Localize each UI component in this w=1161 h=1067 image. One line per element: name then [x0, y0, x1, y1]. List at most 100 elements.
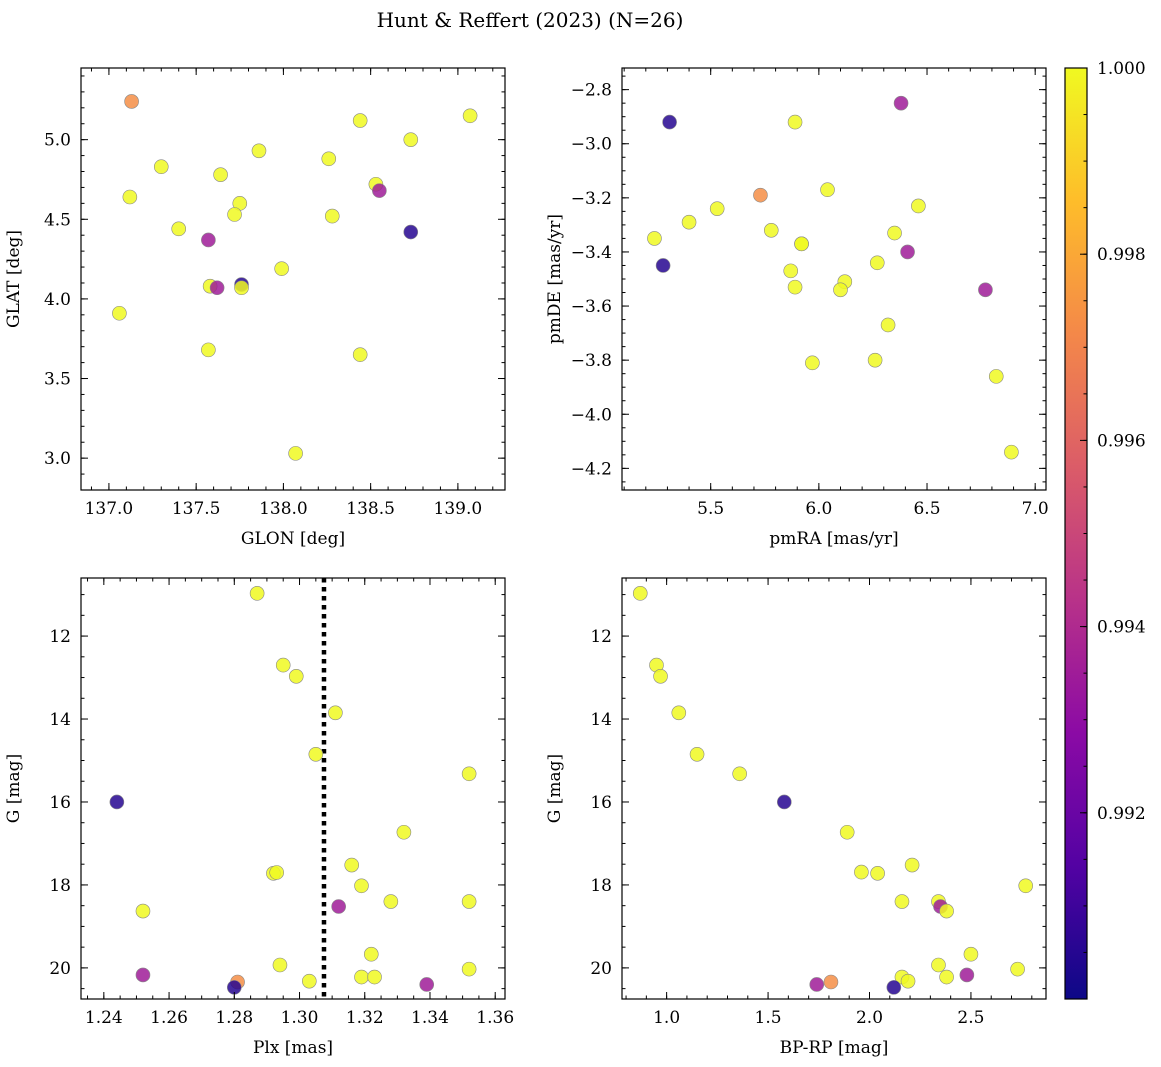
x-tick-label: 139.0 — [434, 499, 483, 519]
data-point — [302, 973, 317, 989]
data-point — [344, 857, 360, 873]
x-axis-label: pmRA [mas/yr] — [769, 529, 898, 549]
axes-frame — [621, 577, 1047, 1000]
data-point — [122, 189, 138, 205]
data-point — [209, 280, 225, 296]
x-tick-label: 1.24 — [85, 1008, 123, 1028]
y-tick-label: −3.2 — [571, 189, 612, 209]
x-axis-label: Plx [mas] — [253, 1038, 333, 1058]
data-point — [201, 232, 216, 248]
data-point — [213, 167, 228, 182]
data-point — [632, 586, 648, 601]
data-point — [978, 282, 993, 298]
data-point — [1010, 961, 1025, 977]
data-point — [939, 969, 954, 985]
data-point — [959, 967, 975, 983]
data-point — [372, 183, 387, 198]
y-tick-label: 3.5 — [44, 370, 71, 390]
x-tick-label: 1.30 — [281, 1008, 319, 1028]
y-tick-label: 5.0 — [44, 131, 71, 151]
data-point — [794, 236, 809, 252]
y-tick-label: 4.5 — [44, 210, 71, 230]
y-axis-label: G [mag] — [4, 754, 24, 823]
data-point — [171, 221, 187, 237]
y-tick-label: −3.6 — [571, 297, 612, 317]
data-point — [153, 159, 169, 175]
x-tick-label: 137.5 — [172, 499, 221, 519]
figure-title: Hunt & Reffert (2023) (N=26) — [377, 8, 684, 32]
x-tick-label: 137.0 — [85, 499, 134, 519]
y-tick-label: 18 — [590, 876, 612, 896]
panel-glon-glat: 137.0 137.5 138.0 138.5 139.0 3.0 3.5 4.0 4.5 5.0… — [4, 67, 506, 549]
panel-plx-g: 1.24 1.26 1.28 1.30 1.32 1.34 1.36 12 14 16 18 20 Pl… — [4, 577, 514, 1058]
x-tick-label: 6.0 — [805, 499, 832, 519]
data-point — [886, 980, 902, 995]
x-tick-label: 6.5 — [913, 499, 940, 519]
x-axis-label: GLON [deg] — [241, 529, 345, 549]
y-tick-label: −2.8 — [571, 81, 612, 101]
data-point — [963, 946, 979, 962]
data-point — [939, 903, 954, 919]
data-point — [671, 705, 687, 721]
data-point — [931, 957, 946, 973]
data-point — [308, 746, 324, 762]
y-tick-label: 14 — [49, 710, 71, 730]
data-point — [249, 586, 265, 601]
data-point — [461, 766, 477, 782]
data-point — [324, 208, 340, 224]
y-tick-label: 3.0 — [44, 449, 71, 469]
data-point — [274, 261, 289, 276]
data-point — [681, 214, 697, 230]
data-point — [396, 824, 412, 840]
data-point — [809, 977, 825, 992]
data-point — [328, 705, 343, 721]
x-tick-label: 1.36 — [476, 1008, 514, 1028]
data-point — [112, 305, 127, 321]
data-point — [854, 864, 869, 880]
data-point — [367, 969, 382, 985]
data-point — [820, 182, 835, 198]
x-tick-label: 1.5 — [755, 1008, 782, 1028]
data-point — [783, 263, 799, 279]
data-point — [689, 746, 705, 762]
y-tick-label: −3.4 — [571, 243, 612, 263]
data-point — [1004, 444, 1019, 460]
x-tick-label: 138.0 — [259, 499, 308, 519]
data-point — [461, 961, 477, 977]
data-point — [988, 369, 1004, 384]
data-point — [1018, 878, 1034, 894]
data-point — [893, 95, 909, 111]
data-point — [461, 894, 477, 909]
axes-frame — [80, 67, 506, 491]
y-tick-label: 12 — [49, 627, 71, 647]
data-point — [787, 114, 803, 130]
axes-frame — [80, 577, 506, 1000]
x-tick-label: 7.0 — [1022, 499, 1049, 519]
data-point — [288, 669, 304, 684]
panel-bprp-g: 1.0 1.5 2.0 2.5 12 14 16 18 20 BP-RP [mag] G [mag] — [545, 577, 1047, 1058]
data-point — [753, 187, 768, 203]
data-point — [275, 657, 291, 673]
colorbar-tick-label: 0.992 — [1097, 804, 1146, 824]
y-tick-label: −3.8 — [571, 351, 612, 371]
data-point — [900, 973, 916, 989]
y-axis-label: pmDE [mas/yr] — [545, 214, 565, 344]
x-tick-label: 1.28 — [215, 1008, 253, 1028]
data-point — [732, 766, 747, 782]
data-point — [662, 114, 677, 130]
data-point — [653, 669, 668, 684]
y-tick-label: 12 — [590, 627, 612, 647]
data-point — [331, 899, 346, 914]
x-tick-label: 1.34 — [411, 1008, 449, 1028]
data-point — [867, 352, 883, 368]
data-point — [763, 223, 779, 238]
y-tick-label: −4.0 — [571, 405, 612, 425]
data-point — [109, 794, 125, 810]
colorbar-tick-label: 1.000 — [1097, 59, 1146, 79]
data-point — [321, 151, 337, 167]
x-tick-label: 5.5 — [697, 499, 724, 519]
data-point — [904, 857, 920, 873]
data-point — [135, 903, 151, 919]
data-point — [833, 282, 848, 298]
